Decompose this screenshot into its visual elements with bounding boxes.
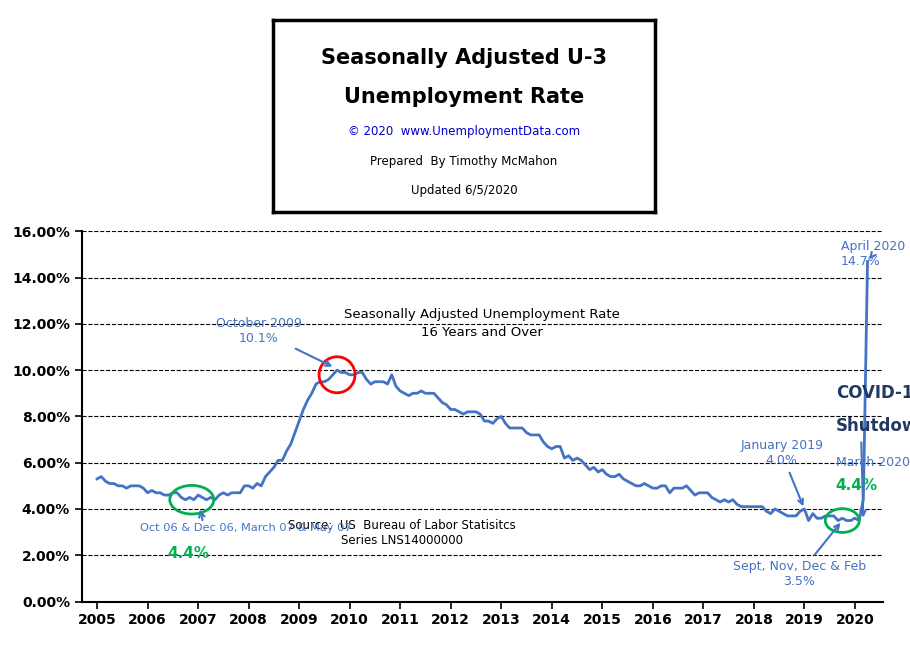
Text: 4.4%: 4.4%	[835, 479, 878, 493]
Text: Seasonally Adjusted U-3: Seasonally Adjusted U-3	[321, 48, 607, 68]
Text: January 2019
4.0%: January 2019 4.0%	[740, 440, 824, 504]
Text: Oct 06 & Dec 06, March 07 & May 07: Oct 06 & Dec 06, March 07 & May 07	[140, 523, 351, 533]
Text: October 2009
10.1%: October 2009 10.1%	[216, 317, 330, 366]
Text: Unemployment Rate: Unemployment Rate	[344, 87, 584, 106]
Text: Source:  US  Bureau of Labor Statisitcs
Series LNS14000000: Source: US Bureau of Labor Statisitcs Se…	[288, 519, 516, 547]
Text: Shutdown: Shutdown	[835, 416, 910, 435]
Text: Updated 6/5/2020: Updated 6/5/2020	[410, 184, 518, 197]
Text: © 2020  www.UnemploymentData.com: © 2020 www.UnemploymentData.com	[348, 124, 581, 137]
Text: April 2020
14.7%: April 2020 14.7%	[841, 241, 905, 268]
Text: Seasonally Adjusted Unemployment Rate
16 Years and Over: Seasonally Adjusted Unemployment Rate 16…	[344, 309, 621, 339]
Text: Sept, Nov, Dec & Feb
3.5%: Sept, Nov, Dec & Feb 3.5%	[733, 525, 866, 588]
Text: 4.4%: 4.4%	[167, 546, 210, 561]
Text: COVID-19: COVID-19	[835, 384, 910, 403]
Text: Prepared  By Timothy McMahon: Prepared By Timothy McMahon	[370, 155, 558, 168]
Text: March 2020: March 2020	[835, 456, 910, 469]
